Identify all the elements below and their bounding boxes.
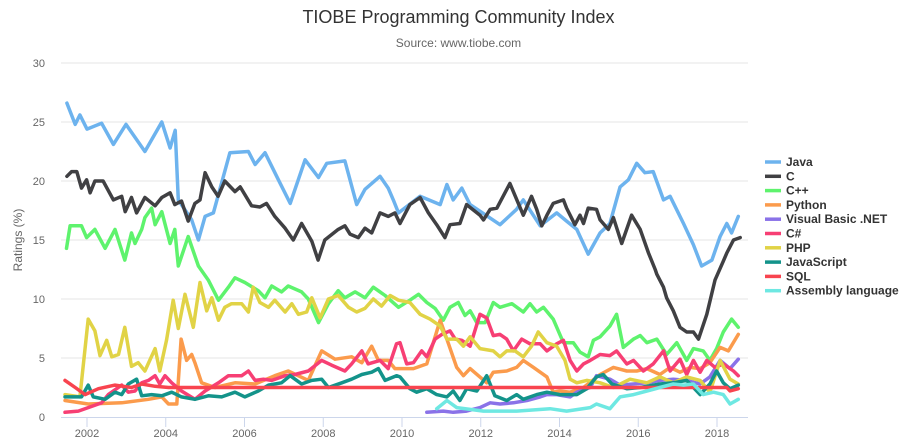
x-tick-label: 2004 bbox=[154, 428, 178, 440]
y-tick-label: 15 bbox=[33, 235, 45, 247]
legend-item[interactable]: Java bbox=[765, 155, 813, 169]
legend-item[interactable]: Python bbox=[765, 198, 827, 212]
legend-label: Visual Basic .NET bbox=[786, 212, 888, 226]
legend-label: C++ bbox=[786, 184, 809, 198]
legend-label: JavaScript bbox=[786, 255, 847, 269]
y-tick-label: 0 bbox=[39, 412, 45, 424]
series-line-sql bbox=[63, 378, 741, 397]
y-tick-label: 5 bbox=[39, 353, 45, 365]
y-axis: 0 5 10 15 20 25 30 bbox=[33, 58, 45, 424]
series-line-javascript bbox=[63, 366, 741, 403]
x-tick-label: 2018 bbox=[705, 428, 729, 440]
legend-label: Python bbox=[786, 198, 827, 212]
chart-title: TIOBE Programming Community Index bbox=[302, 7, 615, 27]
x-tick-label: 2016 bbox=[626, 428, 650, 440]
series-line-c- bbox=[63, 312, 741, 415]
legend-item[interactable]: C bbox=[765, 169, 795, 183]
series-line-c- bbox=[64, 206, 741, 363]
y-tick-label: 30 bbox=[33, 58, 45, 70]
legend-label: Java bbox=[786, 155, 813, 169]
grid bbox=[61, 62, 748, 359]
series-line-php bbox=[63, 280, 741, 399]
legend-label: C bbox=[786, 169, 795, 183]
y-tick-label: 10 bbox=[33, 294, 45, 306]
legend-label: Assembly language bbox=[786, 284, 899, 298]
series-line-java bbox=[65, 101, 741, 268]
x-tick-label: 2002 bbox=[75, 428, 99, 440]
x-axis: 2002 2004 2006 2008 2010 2012 2014 2016 2018 bbox=[61, 417, 748, 440]
legend-item[interactable]: JavaScript bbox=[765, 255, 847, 269]
legend-label: PHP bbox=[786, 241, 811, 255]
y-axis-label: Ratings (%) bbox=[11, 209, 25, 272]
x-tick-label: 2006 bbox=[232, 428, 256, 440]
x-tick-label: 2012 bbox=[469, 428, 493, 440]
legend-item[interactable]: C++ bbox=[765, 184, 809, 198]
series-line-assembly-language bbox=[434, 382, 741, 413]
y-tick-label: 25 bbox=[33, 117, 45, 129]
legend-item[interactable]: SQL bbox=[765, 269, 811, 283]
legend-item[interactable]: Assembly language bbox=[765, 284, 899, 298]
x-tick-label: 2010 bbox=[390, 428, 414, 440]
y-tick-label: 20 bbox=[33, 176, 45, 188]
x-tick-label: 2008 bbox=[311, 428, 335, 440]
chart-subtitle: Source: www.tiobe.com bbox=[395, 36, 522, 50]
legend-item[interactable]: PHP bbox=[765, 241, 811, 255]
series-line-c bbox=[65, 169, 742, 341]
legend-label: SQL bbox=[786, 269, 811, 283]
x-tick-label: 2014 bbox=[547, 428, 571, 440]
series-lines bbox=[63, 101, 742, 415]
legend-item[interactable]: C# bbox=[765, 227, 802, 241]
legend-item[interactable]: Visual Basic .NET bbox=[765, 212, 888, 226]
legend-label: C# bbox=[786, 227, 802, 241]
